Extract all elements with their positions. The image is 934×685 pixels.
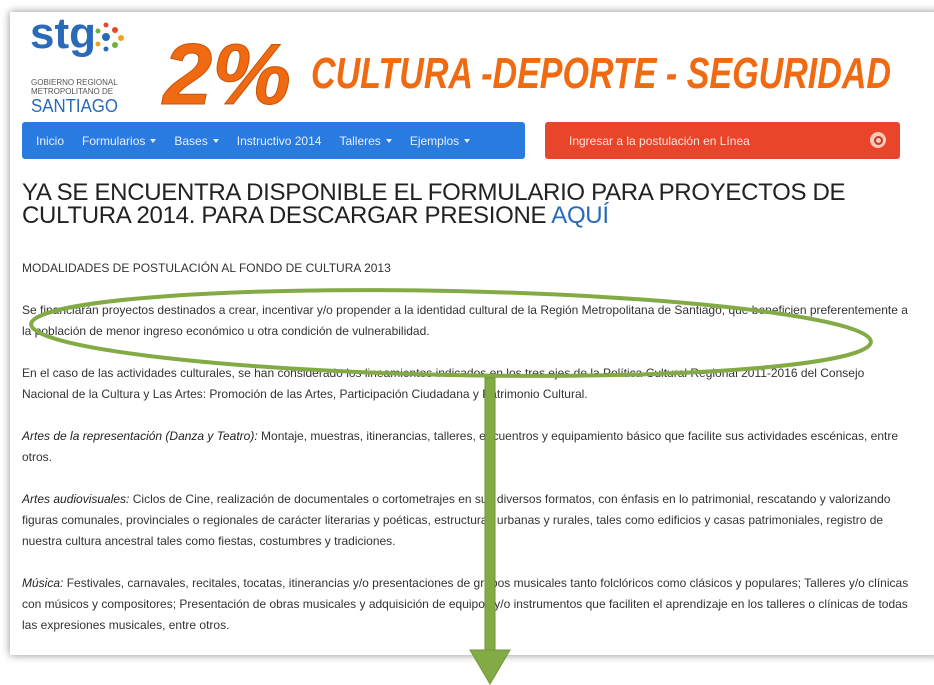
arrow-head	[470, 650, 510, 684]
arrow-shaft	[485, 378, 495, 650]
page: stg GOBIERNO REGIONAL METROPOLITANO DE S…	[0, 0, 934, 685]
highlight-ellipse	[30, 282, 872, 384]
annotation-overlay	[0, 0, 934, 685]
